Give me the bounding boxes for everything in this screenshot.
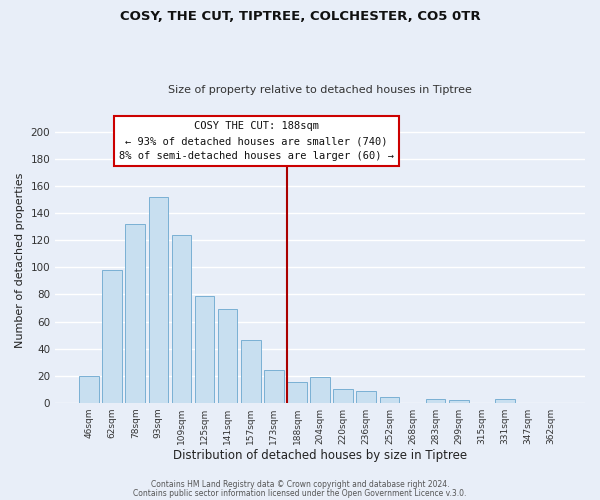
Y-axis label: Number of detached properties: Number of detached properties: [15, 173, 25, 348]
Bar: [103, 270, 122, 402]
Bar: [264, 370, 284, 402]
Bar: [449, 400, 469, 402]
Bar: [310, 377, 330, 402]
Text: Contains public sector information licensed under the Open Government Licence v.: Contains public sector information licen…: [133, 488, 467, 498]
Bar: [495, 398, 515, 402]
Text: COSY THE CUT: 188sqm
← 93% of detached houses are smaller (740)
8% of semi-detac: COSY THE CUT: 188sqm ← 93% of detached h…: [119, 122, 394, 161]
Bar: [218, 310, 238, 402]
Bar: [149, 197, 168, 402]
Bar: [380, 398, 399, 402]
Bar: [334, 389, 353, 402]
Bar: [125, 224, 145, 402]
Title: Size of property relative to detached houses in Tiptree: Size of property relative to detached ho…: [168, 86, 472, 96]
Text: Contains HM Land Registry data © Crown copyright and database right 2024.: Contains HM Land Registry data © Crown c…: [151, 480, 449, 489]
Bar: [356, 390, 376, 402]
Text: COSY, THE CUT, TIPTREE, COLCHESTER, CO5 0TR: COSY, THE CUT, TIPTREE, COLCHESTER, CO5 …: [119, 10, 481, 23]
Bar: [172, 235, 191, 402]
Bar: [426, 398, 445, 402]
Bar: [195, 296, 214, 403]
X-axis label: Distribution of detached houses by size in Tiptree: Distribution of detached houses by size …: [173, 450, 467, 462]
Bar: [79, 376, 99, 402]
Bar: [241, 340, 260, 402]
Bar: [287, 382, 307, 402]
